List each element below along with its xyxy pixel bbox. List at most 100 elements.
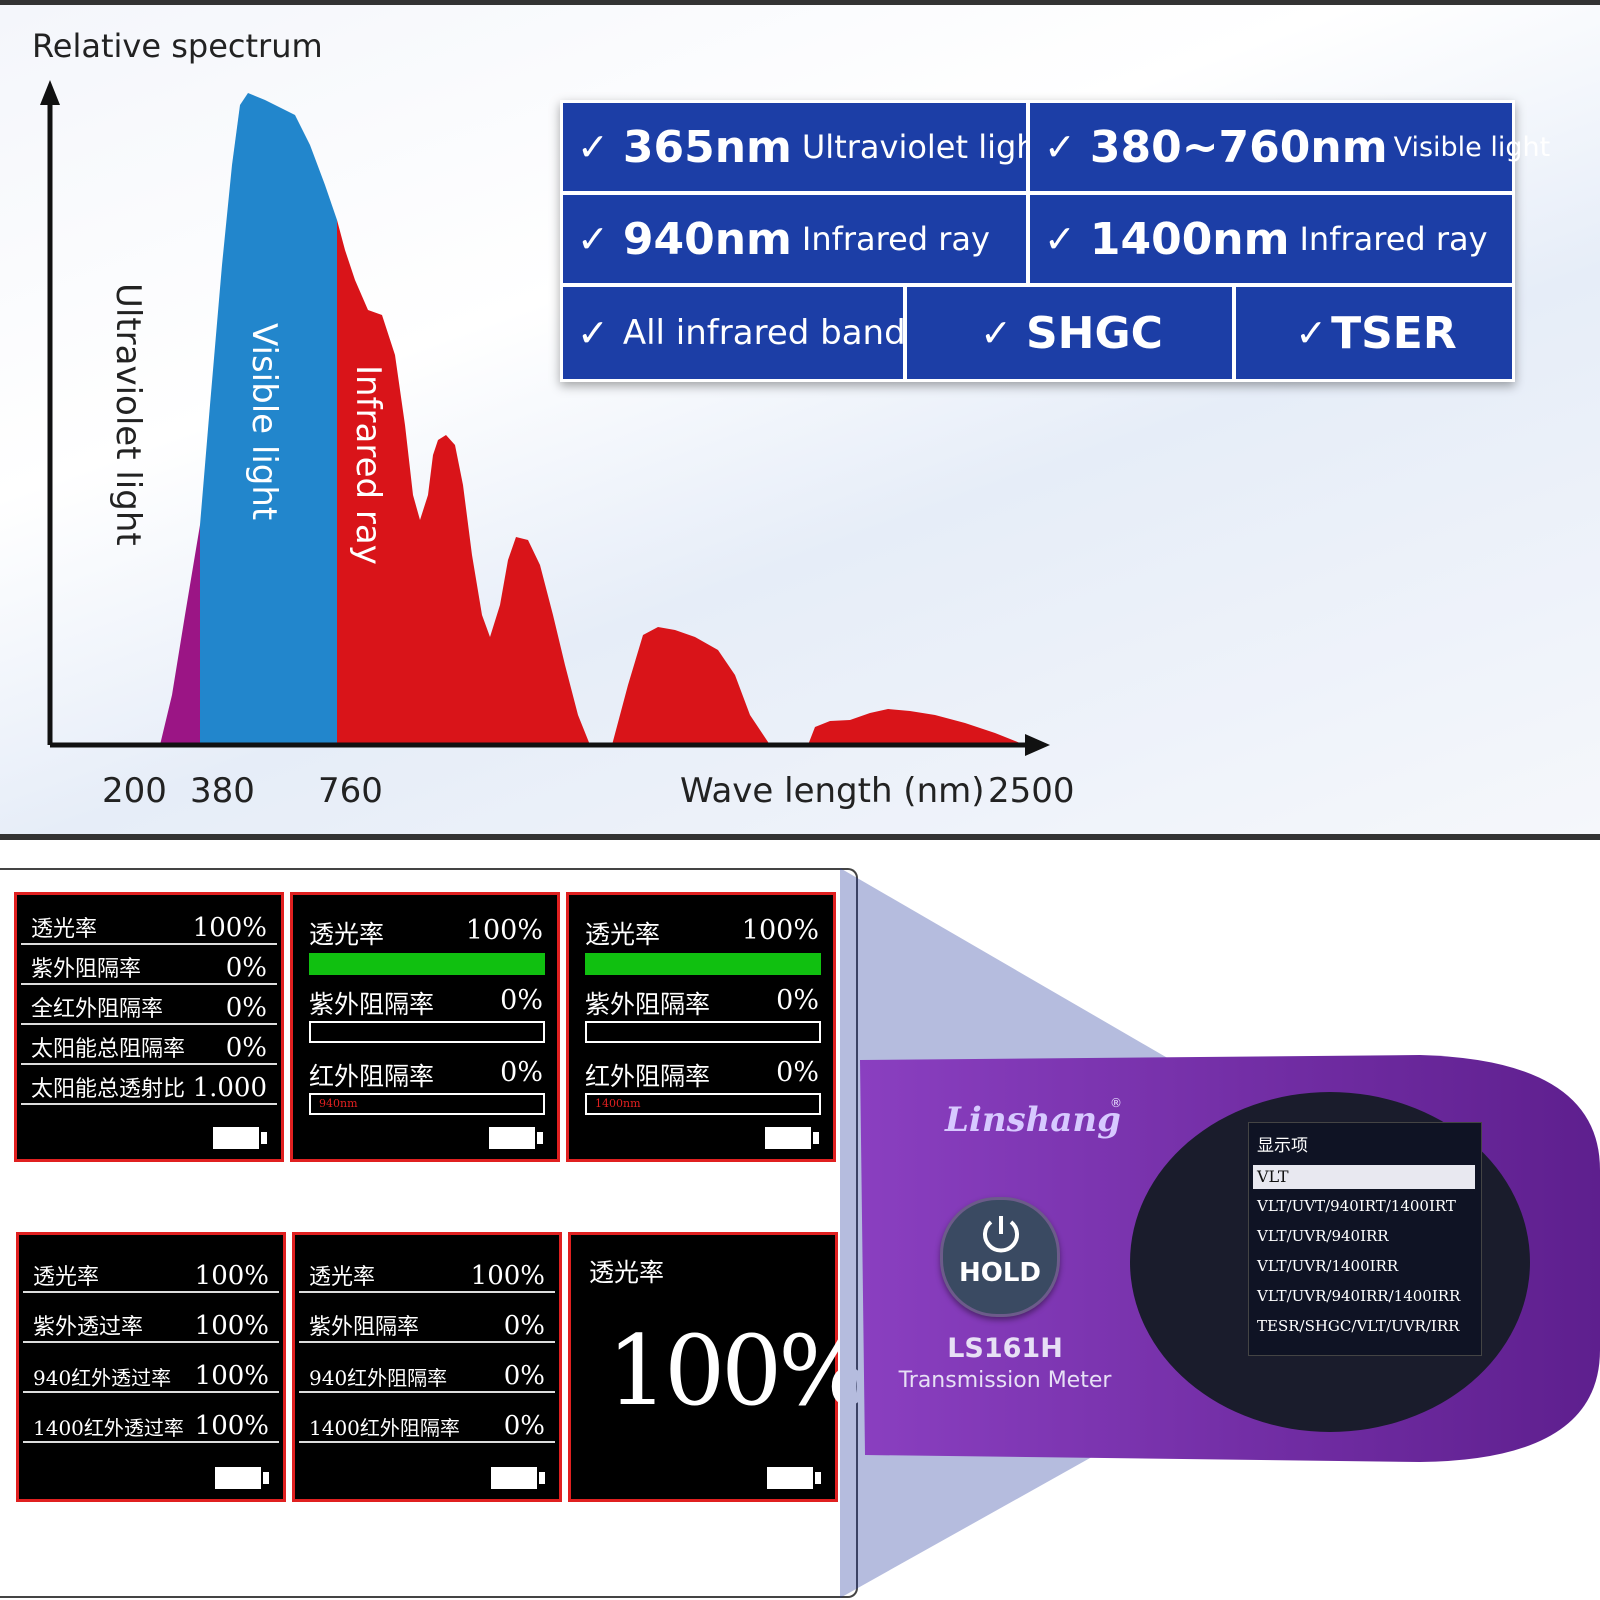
progress-bar: 940nm [309, 1093, 545, 1115]
check-icon: ✓ [577, 311, 609, 355]
row-label: 透光率 [589, 1258, 665, 1287]
screen-row: 透光率 100% [23, 1249, 279, 1293]
menu-title: 显示项 [1257, 1136, 1308, 1156]
menu-item[interactable]: VLT/UVT/940IRT/1400IRT [1257, 1197, 1456, 1215]
screen-bars-940: 透光率 100% 紫外阻隔率 0% 红外阻隔率 0% 940nm [290, 892, 560, 1162]
screen-bars-1400: 透光率 100% 紫外阻隔率 0% 红外阻隔率 0% 1400nm [566, 892, 836, 1162]
row-value: 0% [500, 985, 543, 1016]
tick-2500: 2500 [988, 771, 1075, 811]
row-value: 100% [470, 1261, 545, 1291]
battery-icon [767, 1467, 821, 1489]
row-label: 1400红外阻隔率 [309, 1416, 460, 1440]
bar-note: 1400nm [595, 1097, 641, 1110]
menu-item[interactable]: VLT/UVR/940IRR [1257, 1227, 1389, 1245]
power-icon [983, 1216, 1019, 1253]
feature-940nm: ✓ 940nm Infrared ray [563, 195, 1026, 283]
screen-row: 紫外透过率 100% [23, 1299, 279, 1343]
row-value: 1.000 [192, 1073, 267, 1103]
x-axis-arrow [1025, 734, 1050, 756]
battery-icon [765, 1127, 819, 1149]
visible-band [200, 93, 337, 745]
ir-band-2 [612, 627, 770, 745]
row-label: 紫外阻隔率 [585, 990, 711, 1019]
feature-1400nm-label: Infrared ray [1299, 220, 1488, 258]
row-value: 0% [503, 1311, 545, 1341]
model-subtitle: Transmission Meter [898, 1368, 1112, 1393]
screen-row: 940红外阻隔率 0% [299, 1349, 555, 1393]
big-value: 100% [607, 1315, 869, 1427]
battery-icon [215, 1467, 269, 1489]
row-value: 0% [225, 1033, 267, 1063]
battery-icon [489, 1127, 543, 1149]
feature-1400nm-value: 1400nm [1089, 213, 1290, 265]
row-label: 透光率 [309, 920, 385, 949]
row-label: 紫外阻隔率 [31, 957, 142, 982]
screen-row: 全红外阻隔率 0% [21, 987, 277, 1025]
progress-bar [309, 1021, 545, 1043]
ir-label: Infrared ray [348, 365, 388, 565]
progress-bar [309, 953, 545, 975]
hold-button[interactable]: HOLD [940, 1197, 1060, 1317]
visible-label: Visible light [244, 323, 284, 521]
ir-band [337, 220, 590, 745]
row-label: 全红外阻隔率 [31, 997, 164, 1022]
screen-blocking: 透光率 100% 紫外阻隔率 0% 940红外阻隔率 0% 1400红外阻隔率 0% [292, 1232, 562, 1502]
brand-logo: Linshang [945, 1100, 1121, 1140]
row-value: 100% [465, 915, 543, 946]
row-label: 透光率 [585, 920, 661, 949]
feature-940nm-value: 940nm [622, 213, 792, 265]
menu-item[interactable]: VLT/UVR/940IRR/1400IRR [1257, 1287, 1461, 1305]
feature-all-ir-label: All infrared band [622, 313, 906, 353]
screen-summary: 透光率 100% 紫外阻隔率 0% 全红外阻隔率 0% 太阳能总阻隔率 0% 太阳能总透… [14, 892, 284, 1162]
row-label: 紫外阻隔率 [309, 990, 435, 1019]
row-value: 100% [194, 1361, 269, 1391]
progress-bar [585, 1021, 821, 1043]
check-icon: ✓ [577, 125, 609, 169]
feature-tser-label: TSER [1331, 307, 1457, 359]
row-value: 0% [500, 1057, 543, 1088]
hold-label: HOLD [958, 1258, 1041, 1288]
spectrum-panel: Relative spectrum Ultraviolet light Visi… [0, 0, 1600, 840]
feature-visible: ✓ 380~760nm Visible light [1030, 103, 1550, 191]
device-body: Linshang ® HOLD LS161H Transmission Mete… [860, 1050, 1600, 1470]
screen-row: 透光率 100% [299, 1249, 555, 1293]
progress-bar: 1400nm [585, 1093, 821, 1115]
model-name: LS161H [947, 1333, 1063, 1364]
bar-note: 940nm [319, 1097, 358, 1110]
row-label: 红外阻隔率 [585, 1062, 711, 1091]
menu-item[interactable]: VLT/UVR/1400IRR [1257, 1257, 1399, 1275]
check-icon: ✓ [1044, 125, 1076, 169]
tick-760: 760 [318, 771, 383, 811]
menu-item[interactable]: TESR/SHGC/VLT/UVR/IRR [1257, 1317, 1460, 1335]
menu-item-label: VLT [1257, 1167, 1289, 1186]
row-value: 0% [225, 953, 267, 983]
row-value: 0% [776, 985, 819, 1016]
menu-item-selected[interactable]: VLT [1253, 1165, 1475, 1189]
row-value: 0% [503, 1361, 545, 1391]
row-value: 100% [194, 1411, 269, 1441]
row-label: 太阳能总阻隔率 [31, 1037, 186, 1062]
screen-row: 紫外阻隔率 0% [299, 1299, 555, 1343]
check-icon: ✓ [980, 311, 1012, 355]
screen-row: 透光率 100% [21, 907, 277, 945]
feature-1400nm: ✓ 1400nm Infrared ray [1030, 195, 1512, 283]
spectrum-title: Relative spectrum [32, 27, 323, 65]
row-label: 紫外透过率 [33, 1315, 144, 1340]
battery-icon [491, 1467, 545, 1489]
row-label: 940红外阻隔率 [309, 1366, 448, 1390]
row-label: 透光率 [31, 917, 98, 942]
screen-row: 太阳能总透射比 1.000 [21, 1067, 277, 1105]
uv-band [160, 525, 200, 745]
check-icon: ✓ [1044, 217, 1076, 261]
feature-all-ir: ✓ All infrared band [563, 287, 906, 379]
row-label: 1400红外透过率 [33, 1416, 184, 1440]
row-value: 0% [776, 1057, 819, 1088]
screen-row: 太阳能总阻隔率 0% [21, 1027, 277, 1065]
check-icon: ✓ [1295, 311, 1328, 355]
row-value: 100% [194, 1261, 269, 1291]
row-value: 100% [194, 1311, 269, 1341]
screen-single: 透光率 100% [568, 1232, 869, 1502]
progress-bar [585, 953, 821, 975]
screen-transmission: 透光率 100% 紫外透过率 100% 940红外透过率 100% 1400红外透过率… [16, 1232, 286, 1502]
uv-label: Ultraviolet light [108, 283, 148, 546]
